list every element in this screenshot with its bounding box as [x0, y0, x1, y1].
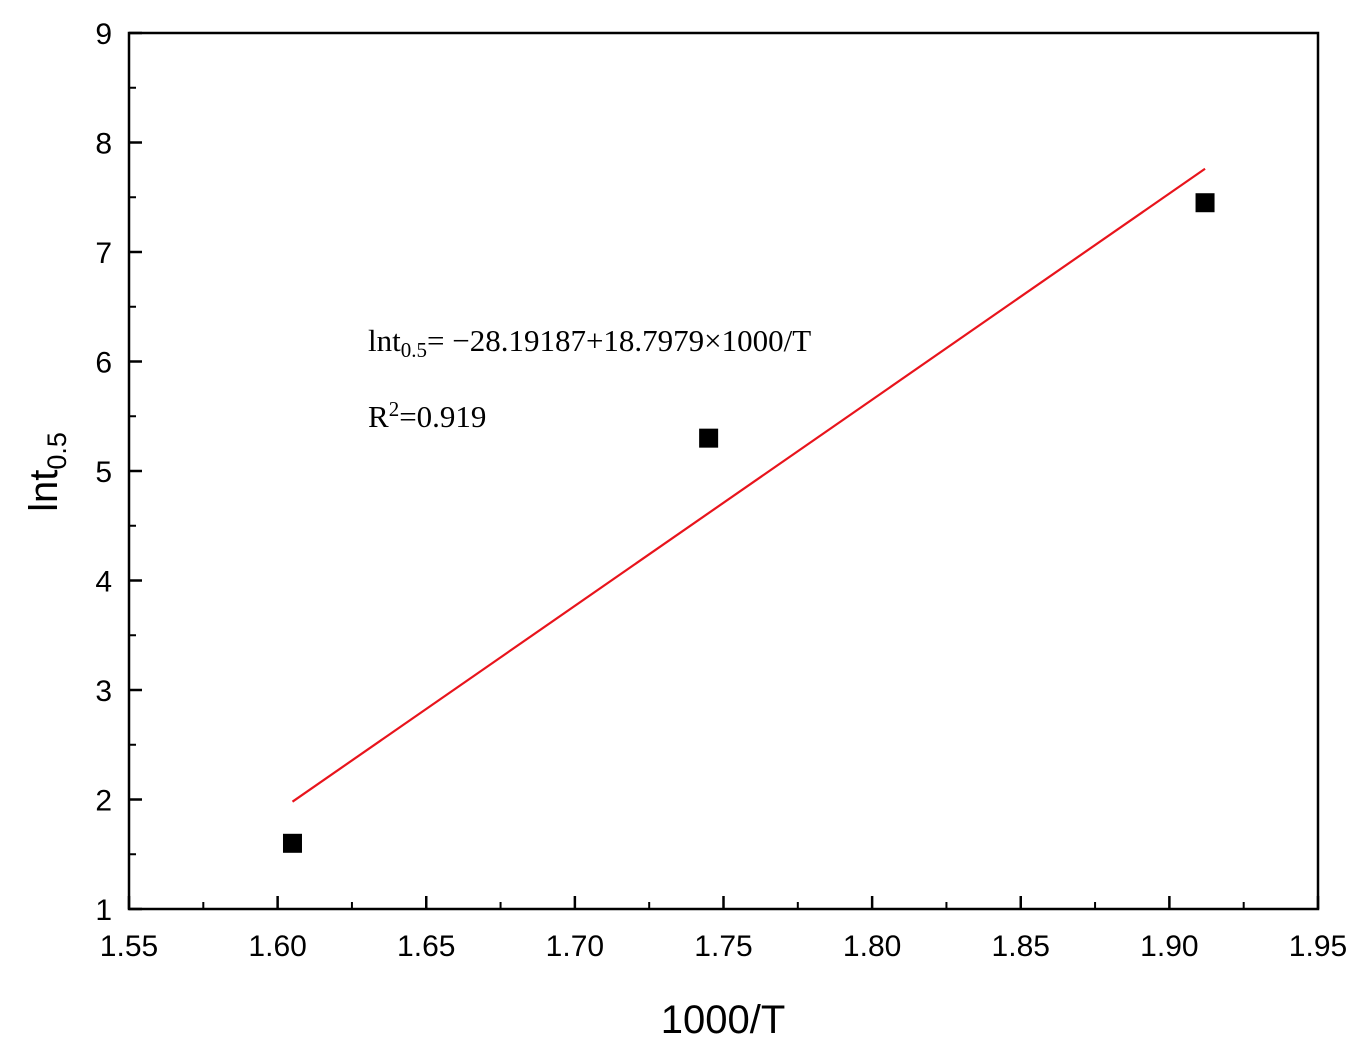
fit-equation-lhs: lnt [368, 323, 401, 358]
y-tick-label: 4 [95, 566, 112, 599]
x-tick-label: 1.85 [992, 930, 1050, 963]
r-squared-superscript: 2 [389, 397, 400, 421]
r-squared-label: R2=0.919 [368, 397, 486, 434]
fit-equation-rhs: = −28.19187+18.7979×1000/T [427, 323, 811, 358]
x-tick-label: 1.80 [843, 930, 901, 963]
x-tick-label: 1.75 [694, 930, 752, 963]
y-tick-label: 7 [95, 237, 112, 270]
x-tick-label: 1.65 [397, 930, 455, 963]
y-axis-title-subscript: 0.5 [42, 432, 72, 470]
y-tick-label: 2 [95, 785, 112, 818]
x-tick-label: 1.55 [100, 930, 158, 963]
data-point [699, 428, 719, 448]
y-tick-label: 1 [95, 894, 112, 927]
fit-equation: lnt0.5= −28.19187+18.7979×1000/T [368, 323, 811, 362]
x-tick-label: 1.90 [1140, 930, 1198, 963]
y-tick-label: 3 [95, 675, 112, 708]
y-tick-label: 8 [95, 128, 112, 161]
x-tick-label: 1.60 [248, 930, 306, 963]
y-axis-title-main: lnt [22, 470, 66, 512]
plot-frame [127, 31, 1320, 911]
x-tick-label: 1.70 [546, 930, 604, 963]
fit-line [291, 167, 1206, 803]
y-tick-label: 9 [95, 18, 112, 51]
y-tick-label: 5 [95, 456, 112, 489]
data-point [282, 833, 302, 853]
fit-equation-subscript: 0.5 [401, 338, 427, 362]
r-squared-value: =0.919 [399, 399, 486, 434]
y-tick-label: 6 [95, 347, 112, 380]
x-axis-title: 1000/T [661, 998, 786, 1042]
y-axis-ticks: 1 2 3 4 5 6 7 8 9 [95, 18, 142, 927]
series-layer [282, 167, 1215, 853]
y-axis-title: lnt0.5 [22, 432, 72, 512]
data-point [1195, 193, 1215, 213]
x-axis-ticks: 1.55 1.60 1.65 1.70 1.75 1.80 1.85 1.90 1.95 [100, 896, 1347, 963]
r-squared-prefix: R [368, 399, 389, 434]
x-tick-label: 1.95 [1289, 930, 1347, 963]
